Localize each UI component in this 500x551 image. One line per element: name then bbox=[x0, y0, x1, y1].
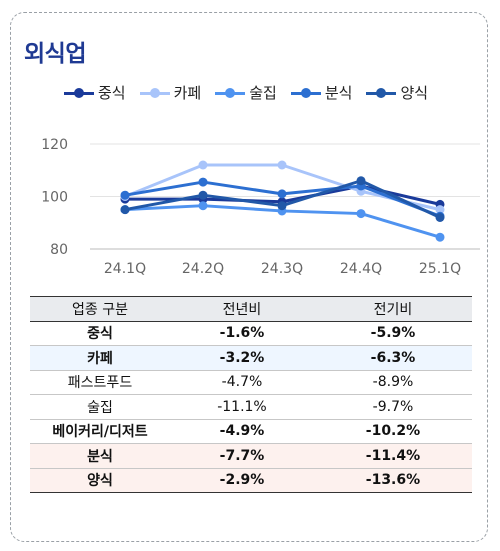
data-point bbox=[120, 205, 130, 215]
data-point bbox=[198, 177, 208, 187]
x-tick-label: 24.1Q bbox=[104, 261, 146, 277]
data-point bbox=[356, 176, 366, 186]
table-row: 중식 -1.6% -5.9% bbox=[30, 321, 472, 346]
data-point bbox=[198, 160, 208, 170]
row-qoq: -8.9% bbox=[313, 370, 472, 395]
table-row: 분식 -7.7% -11.4% bbox=[30, 443, 472, 469]
row-yoy: -7.7% bbox=[170, 443, 314, 469]
table-row: 베이커리/디저트 -4.9% -10.2% bbox=[30, 419, 472, 444]
table-row: 술집 -11.1% -9.7% bbox=[30, 394, 472, 420]
data-point bbox=[356, 209, 366, 219]
legend-item: 분식 bbox=[290, 82, 353, 103]
legend-label: 술집 bbox=[249, 84, 277, 102]
row-category: 카페 bbox=[30, 345, 170, 371]
row-category: 중식 bbox=[30, 321, 170, 346]
legend-item: 양식 bbox=[366, 82, 428, 103]
data-point bbox=[435, 205, 445, 215]
y-tick-label: 120 bbox=[41, 137, 68, 153]
legend-swatch bbox=[366, 87, 397, 99]
row-category: 양식 bbox=[30, 468, 170, 493]
y-tick-label: 100 bbox=[41, 190, 68, 206]
header-qoq: 전기비 bbox=[313, 296, 472, 322]
row-qoq: -5.9% bbox=[313, 321, 472, 346]
data-point bbox=[277, 201, 287, 211]
row-qoq: -11.4% bbox=[313, 443, 472, 469]
row-category: 베이커리/디저트 bbox=[30, 419, 170, 444]
row-category: 술집 bbox=[30, 394, 170, 420]
y-tick-label: 80 bbox=[50, 242, 68, 258]
table-row: 패스트푸드 -4.7% -8.9% bbox=[30, 370, 472, 395]
page-title: 외식업 bbox=[24, 41, 86, 67]
table-row: 양식 -2.9% -13.6% bbox=[30, 468, 472, 493]
header-yoy: 전년비 bbox=[170, 296, 314, 322]
legend-label: 분식 bbox=[324, 84, 353, 102]
row-qoq: -6.3% bbox=[313, 345, 472, 371]
legend-swatch bbox=[290, 87, 321, 99]
header-category: 업종 구분 bbox=[30, 296, 170, 322]
row-yoy: -4.7% bbox=[170, 370, 314, 395]
row-yoy: -11.1% bbox=[170, 394, 314, 420]
summary-table: 업종 구분 전년비 전기비 중식 -1.6% -5.9% 카페 -3.2% -6.3% 패스… bbox=[30, 296, 472, 493]
row-category: 분식 bbox=[30, 443, 170, 469]
x-tick-label: 24.3Q bbox=[261, 261, 303, 277]
legend-label: 카페 bbox=[173, 84, 202, 102]
legend-item: 술집 bbox=[215, 82, 277, 103]
data-point bbox=[277, 189, 287, 199]
row-qoq: -9.7% bbox=[313, 394, 472, 420]
row-yoy: -2.9% bbox=[170, 468, 314, 493]
data-point bbox=[198, 190, 208, 200]
row-yoy: -4.9% bbox=[170, 419, 314, 444]
data-point bbox=[277, 160, 287, 170]
legend-item: 중식 bbox=[64, 82, 126, 103]
row-yoy: -3.2% bbox=[170, 345, 314, 371]
table-row: 카페 -3.2% -6.3% bbox=[30, 345, 472, 371]
legend-label: 양식 bbox=[400, 84, 429, 102]
x-tick-label: 25.1Q bbox=[419, 261, 461, 277]
x-tick-label: 24.4Q bbox=[340, 261, 382, 277]
data-point bbox=[435, 232, 445, 242]
legend-item: 카페 bbox=[139, 82, 202, 103]
row-yoy: -1.6% bbox=[170, 321, 314, 346]
x-tick-label: 24.2Q bbox=[182, 261, 224, 277]
chart-legend: 중식 카페 술집 분식 양식 bbox=[64, 82, 428, 103]
row-qoq: -13.6% bbox=[313, 468, 472, 493]
legend-label: 중식 bbox=[98, 84, 126, 102]
row-category: 패스트푸드 bbox=[30, 370, 170, 395]
table-header-row: 업종 구분 전년비 전기비 bbox=[30, 296, 472, 322]
legend-swatch bbox=[64, 87, 94, 99]
data-point bbox=[435, 213, 445, 222]
data-point bbox=[120, 190, 130, 200]
row-qoq: -10.2% bbox=[313, 419, 472, 444]
legend-swatch bbox=[215, 87, 246, 99]
legend-swatch bbox=[139, 87, 170, 99]
data-point bbox=[198, 201, 208, 211]
